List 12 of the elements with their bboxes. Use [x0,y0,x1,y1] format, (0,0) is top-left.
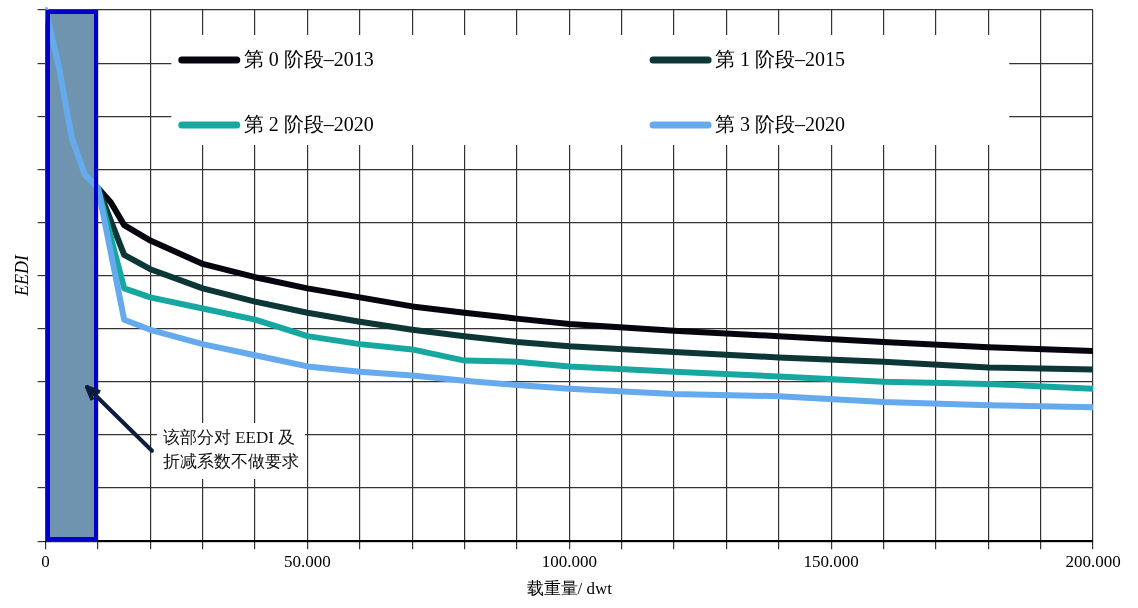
legend-label: 第 3 阶段–2020 [715,113,846,136]
x-tick-label: 0 [41,551,50,571]
x-tick-label: 200.000 [1065,551,1121,571]
x-axis-title: 载重量/ dwt [526,579,613,599]
legend-label: 第 1 阶段–2015 [715,48,846,71]
y-axis-title: EEDI [11,254,32,298]
x-tick-label: 100.000 [541,551,597,571]
annotation: 该部分对 EEDI 及折减系数不做要求 [162,427,299,471]
x-tick-label: 50.000 [284,551,331,571]
legend-label: 第 0 阶段–2013 [243,48,374,71]
x-tick-label: 150.000 [803,551,859,571]
legend-label: 第 2 阶段–2020 [243,113,374,136]
